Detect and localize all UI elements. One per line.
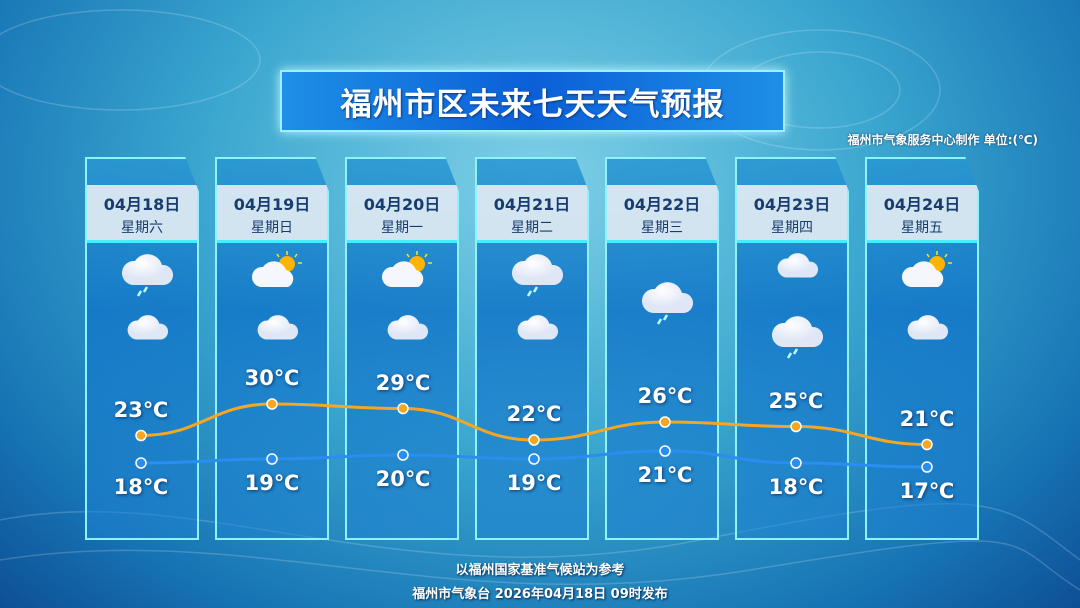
low-temp-label: 18℃ — [768, 475, 824, 499]
low-temp-line-point — [528, 453, 540, 465]
cloudy-light-rain-icon — [769, 311, 829, 363]
high-temp-line-point — [135, 429, 147, 442]
partly-cloudy-icon — [379, 249, 439, 295]
day-header: 04月24日 星期五 — [867, 185, 977, 243]
date-label: 04月22日 — [623, 195, 701, 214]
high-temp-label: 26℃ — [637, 384, 693, 408]
low-temp-line-point — [790, 457, 802, 469]
cloudy-icon — [899, 311, 959, 353]
weekday-label: 星期日 — [251, 220, 293, 236]
date-label: 04月21日 — [493, 195, 571, 214]
date-label: 04月23日 — [753, 195, 831, 214]
low-temp-label: 18℃ — [113, 475, 169, 499]
low-temp-label: 21℃ — [637, 463, 693, 487]
low-temp-line-point — [659, 445, 671, 457]
low-temp-label: 19℃ — [244, 471, 300, 495]
weekday-label: 星期一 — [381, 220, 423, 236]
weekday-label: 星期三 — [641, 220, 683, 236]
day-header: 04月18日 星期六 — [87, 185, 197, 243]
day-header: 04月20日 星期一 — [347, 185, 457, 243]
weekday-label: 星期五 — [901, 220, 943, 236]
cloudy-icon — [769, 249, 829, 291]
day-card: 04月21日 星期二 — [475, 157, 589, 540]
day-header: 04月19日 星期日 — [217, 185, 327, 243]
low-temp-label: 17℃ — [899, 479, 955, 503]
cloudy-icon — [379, 311, 439, 353]
day-header: 04月21日 星期二 — [477, 185, 587, 243]
high-temp-line-point — [266, 398, 278, 410]
high-temp-label: 29℃ — [375, 370, 431, 395]
high-temp-line-point — [921, 438, 933, 451]
cloudy-light-rain-icon — [509, 249, 569, 301]
day-card: 04月19日 星期日 — [215, 157, 329, 540]
high-temp-label: 30℃ — [244, 366, 300, 390]
weekday-label: 星期四 — [771, 220, 813, 236]
day-card: 04月20日 星期一 — [345, 157, 459, 540]
high-temp-line-point — [528, 434, 540, 446]
cloudy-icon — [119, 311, 179, 353]
day-card: 04月24日 星期五 — [865, 157, 979, 540]
high-temp-label: 22℃ — [506, 402, 562, 426]
day-card: 04月18日 星期六 — [85, 157, 199, 540]
day-header: 04月22日 星期三 — [607, 185, 717, 243]
credit-unit: 福州市气象服务中心制作 单位:(℃) — [847, 133, 1038, 147]
day-card: 04月23日 星期四 — [735, 157, 849, 540]
page-title: 福州市区未来七天天气预报 — [280, 70, 785, 132]
cloudy-icon — [249, 311, 309, 353]
weekday-label: 星期六 — [121, 220, 163, 236]
date-label: 04月18日 — [103, 195, 181, 214]
high-temp-line-point — [397, 402, 409, 415]
date-label: 04月24日 — [883, 195, 961, 214]
footer-publisher: 福州市气象台 2026年04月18日 09时发布 — [412, 587, 668, 602]
cloudy-icon — [509, 311, 569, 353]
low-temp-line-point — [266, 453, 278, 465]
high-temp-line-point — [659, 416, 671, 428]
high-temp-line-point — [790, 420, 802, 433]
cloudy-light-rain-icon — [639, 277, 699, 329]
high-temp-label: 23℃ — [113, 397, 169, 422]
high-temp-label: 25℃ — [768, 388, 824, 413]
weekday-label: 星期二 — [511, 220, 553, 236]
low-temp-line-point — [921, 461, 933, 473]
footer-reference: 以福州国家基准气候站为参考 — [455, 563, 625, 578]
day-card: 04月22日 星期三 — [605, 157, 719, 540]
low-temp-line-point — [397, 449, 409, 461]
partly-cloudy-icon — [249, 249, 309, 295]
low-temp-label: 19℃ — [506, 471, 562, 495]
date-label: 04月20日 — [363, 195, 441, 214]
high-temp-label: 21℃ — [899, 406, 955, 431]
low-temp-line-point — [135, 457, 147, 469]
low-temp-label: 20℃ — [375, 467, 431, 491]
partly-cloudy-icon — [899, 249, 959, 295]
date-label: 04月19日 — [233, 195, 311, 214]
day-header: 04月23日 星期四 — [737, 185, 847, 243]
cloudy-light-rain-icon — [119, 249, 179, 301]
